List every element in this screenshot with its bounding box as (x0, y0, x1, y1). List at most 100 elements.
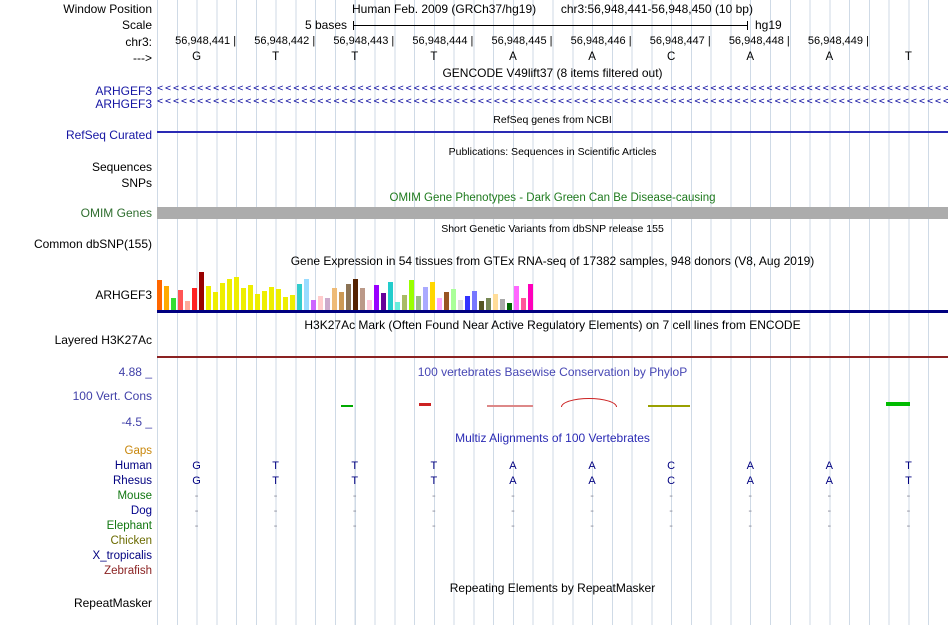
gtex-bar[interactable] (430, 282, 435, 310)
repeatmasker-track-title[interactable]: Repeating Elements by RepeatMasker (449, 581, 656, 595)
gtex-bar[interactable] (493, 294, 498, 310)
multiz-row-gaps[interactable]: Gaps (0, 445, 950, 459)
gtex-bar[interactable] (297, 284, 302, 310)
multiz-species-label[interactable]: Mouse (117, 490, 152, 502)
gtex-bar[interactable] (423, 287, 428, 310)
sequences-label[interactable]: Sequences (91, 160, 152, 174)
gtex-expression-bars[interactable] (157, 270, 537, 310)
gtex-bar[interactable] (514, 286, 519, 310)
multiz-species-label[interactable]: Zebrafish (104, 565, 152, 577)
gtex-bar[interactable] (185, 301, 190, 310)
gtex-bar[interactable] (206, 286, 211, 310)
gtex-bar[interactable] (178, 290, 183, 310)
gtex-bar[interactable] (458, 300, 463, 310)
gtex-bar[interactable] (500, 299, 505, 310)
gene-intron-arrows-2[interactable]: <<<<<<<<<<<<<<<<<<<<<<<<<<<<<<<<<<<<<<<<… (157, 96, 948, 107)
vert-cons-label[interactable]: 100 Vert. Cons (72, 389, 152, 403)
gtex-bar[interactable] (157, 280, 162, 310)
gtex-bar[interactable] (248, 285, 253, 310)
refseq-track-title[interactable]: RefSeq genes from NCBI (493, 114, 612, 126)
gtex-bar[interactable] (367, 300, 372, 310)
gene-intron-arrows-1[interactable]: <<<<<<<<<<<<<<<<<<<<<<<<<<<<<<<<<<<<<<<<… (157, 83, 948, 94)
gtex-bar[interactable] (472, 291, 477, 310)
multiz-row-dog[interactable]: Dog - - - - - - - - - - (0, 505, 950, 519)
gtex-bar[interactable] (311, 300, 316, 310)
h3k27ac-signal-line[interactable] (157, 356, 948, 358)
multiz-track-title[interactable]: Multiz Alignments of 100 Vertebrates (455, 431, 650, 445)
dbsnp-track-title[interactable]: Short Genetic Variants from dbSNP releas… (441, 223, 664, 235)
gtex-bar[interactable] (353, 279, 358, 310)
gtex-bar[interactable] (220, 283, 225, 310)
multiz-row-rhesus[interactable]: Rhesus G T T T A A C A A T (0, 475, 950, 489)
gtex-bar[interactable] (388, 282, 393, 310)
multiz-row-elephant[interactable]: Elephant - - - - - - - - - - (0, 520, 950, 534)
omim-genes-label[interactable]: OMIM Genes (80, 206, 152, 220)
omim-gene-bar[interactable] (157, 207, 948, 219)
multiz-species-label[interactable]: Chicken (110, 535, 152, 547)
gtex-bar[interactable] (521, 298, 526, 310)
gtex-bar[interactable] (318, 296, 323, 310)
refseq-curated-label[interactable]: RefSeq Curated (65, 128, 152, 142)
phylop-signal-marks[interactable] (0, 397, 950, 411)
multiz-species-label[interactable]: Rhesus (113, 475, 152, 487)
gtex-bar[interactable] (437, 298, 442, 310)
gtex-bar[interactable] (465, 296, 470, 310)
publications-track-title[interactable]: Publications: Sequences in Scientific Ar… (448, 146, 657, 158)
gene-label-arhgef3-1[interactable]: ARHGEF3 (95, 84, 152, 98)
gtex-bar[interactable] (269, 287, 274, 310)
gtex-bar[interactable] (339, 292, 344, 310)
gtex-bar[interactable] (255, 294, 260, 310)
gtex-bar[interactable] (402, 295, 407, 310)
gtex-bar[interactable] (234, 277, 239, 310)
gtex-bar[interactable] (164, 286, 169, 310)
multiz-row-human[interactable]: Human G T T T A A C A A T (0, 460, 950, 474)
gtex-bar[interactable] (276, 289, 281, 310)
gtex-bar[interactable] (416, 296, 421, 310)
gtex-bar[interactable] (360, 288, 365, 310)
gtex-bar[interactable] (381, 293, 386, 310)
gtex-bar[interactable] (346, 284, 351, 310)
phylop-track-title[interactable]: 100 vertebrates Basewise Conservation by… (417, 365, 688, 379)
gtex-bar[interactable] (283, 297, 288, 310)
gtex-bar[interactable] (528, 284, 533, 310)
multiz-row-chicken[interactable]: Chicken (0, 535, 950, 549)
gtex-track-title[interactable]: Gene Expression in 54 tissues from GTEx … (290, 254, 815, 268)
gtex-bar[interactable] (199, 272, 204, 310)
gencode-track-title[interactable]: GENCODE V49lift37 (8 items filtered out) (442, 66, 663, 80)
multiz-row-x_tropicalis[interactable]: X_tropicalis (0, 550, 950, 564)
gtex-bar[interactable] (486, 298, 491, 310)
h3k27ac-track-title[interactable]: H3K27Ac Mark (Often Found Near Active Re… (304, 318, 801, 332)
gtex-bar[interactable] (241, 288, 246, 310)
common-dbsnp-label[interactable]: Common dbSNP(155) (33, 237, 152, 251)
multiz-species-label[interactable]: Dog (130, 505, 152, 517)
omim-track-title[interactable]: OMIM Gene Phenotypes - Dark Green Can Be… (389, 192, 716, 204)
multiz-species-label[interactable]: Human (114, 460, 152, 472)
gtex-bar[interactable] (507, 303, 512, 310)
multiz-species-label[interactable]: Gaps (124, 445, 153, 457)
multiz-row-zebrafish[interactable]: Zebrafish (0, 565, 950, 579)
gene-label-arhgef3-2[interactable]: ARHGEF3 (95, 97, 152, 111)
gtex-bar[interactable] (444, 292, 449, 310)
gtex-gene-label[interactable]: ARHGEF3 (95, 288, 152, 302)
gtex-bar[interactable] (451, 289, 456, 310)
layered-h3k27ac-label[interactable]: Layered H3K27Ac (54, 333, 152, 347)
gtex-bar[interactable] (290, 295, 295, 310)
multiz-row-mouse[interactable]: Mouse - - - - - - - - - - (0, 490, 950, 504)
gtex-bar[interactable] (374, 285, 379, 310)
gtex-bar[interactable] (227, 279, 232, 310)
gtex-bar[interactable] (171, 298, 176, 310)
repeatmasker-label[interactable]: RepeatMasker (73, 596, 152, 610)
gtex-bar[interactable] (262, 291, 267, 310)
base-number-ruler[interactable]: 56,948,441 | 56,948,442 | 56,948,443 | 56,9… (157, 35, 948, 48)
multiz-species-label[interactable]: Elephant (106, 520, 152, 532)
snps-label[interactable]: SNPs (121, 176, 152, 190)
gtex-bar[interactable] (304, 279, 309, 310)
gtex-bar[interactable] (213, 292, 218, 310)
gtex-bar[interactable] (479, 301, 484, 310)
refseq-gene-line[interactable] (157, 131, 948, 133)
multiz-species-label[interactable]: X_tropicalis (92, 550, 152, 562)
gtex-bar[interactable] (325, 298, 330, 310)
gtex-bar[interactable] (409, 280, 414, 310)
gtex-bar[interactable] (395, 302, 400, 310)
gtex-bar[interactable] (192, 288, 197, 310)
